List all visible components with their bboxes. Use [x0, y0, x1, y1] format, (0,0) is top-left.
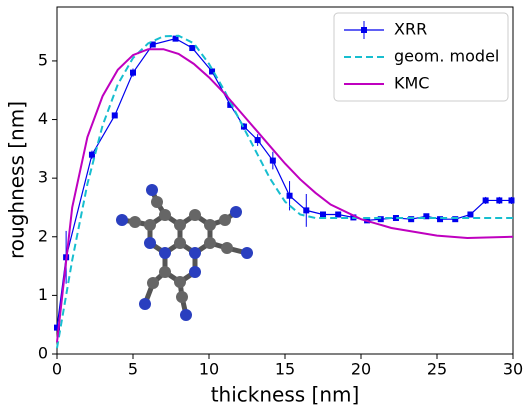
data-point [130, 69, 136, 76]
data-point [172, 35, 179, 42]
data-point [54, 324, 60, 331]
x-tick-label: 15 [275, 360, 295, 379]
x-tick-label: 20 [351, 360, 371, 379]
x-tick-label: 5 [128, 360, 138, 379]
data-point [240, 123, 247, 130]
data-point [423, 213, 430, 220]
legend-label: XRR [394, 20, 427, 39]
data-point [227, 101, 234, 108]
y-tick-label: 0 [38, 344, 48, 363]
data-point [286, 192, 293, 199]
x-tick-label: 0 [52, 360, 62, 379]
data-point [320, 211, 326, 218]
molecule-atoms [116, 184, 253, 321]
data-point [209, 68, 216, 75]
data-point [496, 197, 503, 204]
y-tick-label: 5 [38, 50, 48, 69]
y-axis-label: roughness [nm] [5, 101, 29, 259]
data-point [111, 112, 118, 119]
data-point [467, 211, 474, 218]
data-point [303, 207, 310, 214]
data-point [88, 151, 95, 158]
series-line [56, 34, 513, 349]
data-point [189, 45, 196, 52]
data-point [408, 216, 415, 223]
data-point [254, 137, 261, 144]
legend-box [333, 12, 509, 102]
data-point [508, 197, 515, 204]
data-point [437, 216, 444, 223]
data-point [452, 216, 459, 223]
legend-label: KMC [394, 74, 429, 93]
x-tick-label: 30 [503, 360, 523, 379]
data-point [377, 216, 384, 223]
data-point [335, 211, 342, 218]
data-point [149, 41, 156, 48]
data-point [392, 215, 399, 222]
x-axis-label: thickness [nm] [211, 383, 360, 407]
x-tick-label: 25 [427, 360, 447, 379]
legend-label: geom. model [394, 47, 499, 66]
y-tick-label: 4 [38, 109, 48, 128]
data-point [269, 157, 276, 164]
y-tick-label: 2 [38, 226, 48, 245]
series-line [56, 48, 514, 343]
y-tick-label: 1 [38, 285, 48, 304]
data-point [482, 197, 489, 204]
x-tick-label: 10 [199, 360, 219, 379]
y-tick-label: 3 [38, 168, 48, 187]
